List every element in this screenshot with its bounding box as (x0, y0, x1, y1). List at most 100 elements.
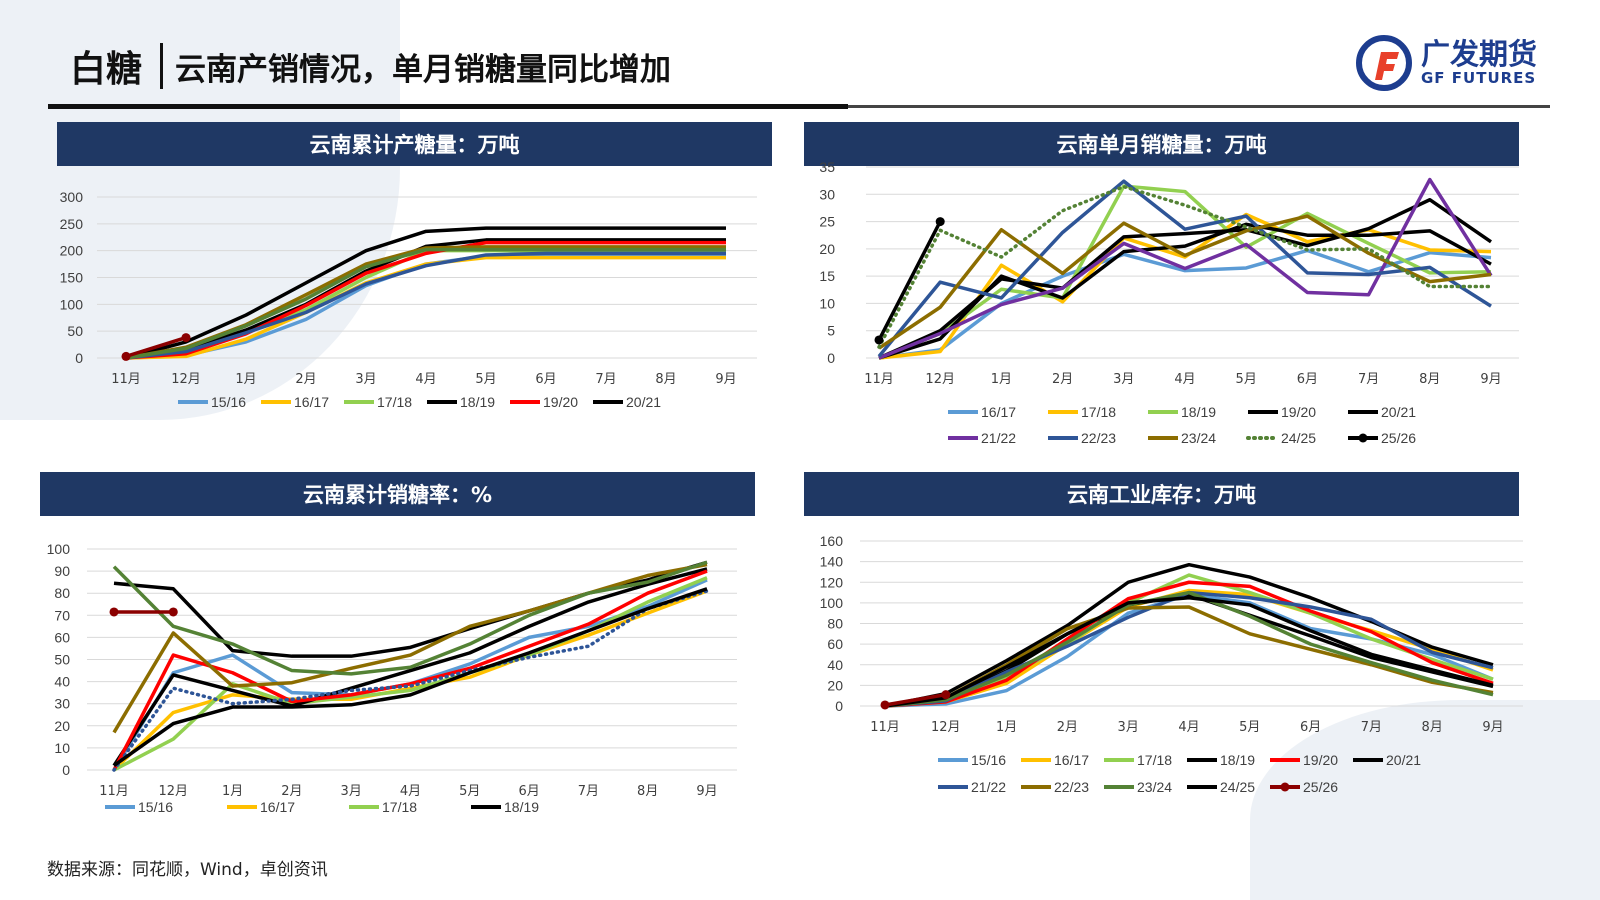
legend-label: 22/23 (1081, 430, 1116, 446)
x-tick-label: 1月 (222, 784, 243, 799)
legend-label: 16/17 (1054, 752, 1089, 768)
legend-label: 16/17 (981, 404, 1016, 420)
series-line-16-17 (878, 248, 1492, 360)
x-tick-label: 1月 (996, 720, 1017, 735)
series-line-24-25 (877, 184, 1493, 349)
y-tick-label: 80 (54, 585, 70, 601)
legend-marker (1280, 782, 1290, 792)
legend-label: 19/20 (1303, 752, 1338, 768)
series-line-16-17 (884, 588, 1494, 708)
x-tick-label: 6月 (1300, 720, 1321, 735)
data-point (941, 690, 951, 700)
data-point (121, 351, 131, 361)
legend-label: 25/26 (1303, 779, 1338, 795)
chart1-title: 云南累计产糖量：万吨 (57, 122, 772, 166)
y-tick-label: 100 (47, 541, 71, 557)
y-tick-label: 0 (835, 698, 843, 714)
x-tick-label: 5月 (475, 372, 496, 387)
y-tick-label: 70 (54, 607, 70, 623)
legend-label: 18/19 (504, 799, 539, 815)
legend-label: 17/18 (1081, 404, 1116, 420)
x-tick-label: 8月 (1419, 372, 1440, 387)
x-tick-label: 12月 (171, 372, 201, 387)
title-subtitle: 云南产销情况，单月销糖量同比增加 (175, 51, 672, 88)
x-tick-label: 8月 (655, 372, 676, 387)
header-rule-thin (848, 105, 1550, 108)
series-line-22-23 (877, 179, 1492, 358)
x-tick-label: 7月 (1361, 720, 1382, 735)
series-line-20-21 (125, 226, 726, 360)
x-tick-label: 3月 (355, 372, 376, 387)
series-line-unnamed (125, 335, 187, 359)
series-line-25-26 (884, 692, 947, 707)
x-tick-label: 3月 (341, 784, 362, 799)
legend-marker (1358, 433, 1368, 443)
legend-label: 17/18 (377, 394, 412, 410)
y-tick-label: 0 (75, 350, 83, 366)
x-tick-label: 2月 (1057, 720, 1078, 735)
legend-label: 20/21 (1381, 404, 1416, 420)
y-tick-label: 10 (819, 295, 835, 311)
gf-futures-logo: 广发期货 GF FUTURES (1355, 34, 1537, 92)
legend-label: 17/18 (1137, 752, 1172, 768)
x-tick-label: 6月 (518, 784, 539, 799)
x-tick-label: 9月 (1482, 720, 1503, 735)
legend-label: 21/22 (971, 779, 1006, 795)
x-tick-label: 6月 (535, 372, 556, 387)
series-line-19-20 (884, 580, 1494, 708)
page-title: 白糖 云南产销情况，单月销糖量同比增加 (70, 40, 671, 92)
x-tick-label: 7月 (1358, 372, 1379, 387)
legend-label: 16/17 (260, 799, 295, 815)
legend-label: 23/24 (1181, 430, 1216, 446)
series-line-unnamed (112, 562, 708, 734)
series-line-25-26 (877, 220, 942, 341)
y-tick-label: 100 (60, 296, 84, 312)
y-tick-label: 160 (820, 533, 844, 549)
series-line-17-18 (113, 576, 708, 772)
legend-label: 20/21 (1386, 752, 1421, 768)
gf-logo-icon (1356, 35, 1412, 91)
chart3-title: 云南累计销糖率：% (40, 472, 755, 516)
y-tick-label: 60 (54, 629, 70, 645)
legend-label: 18/19 (1181, 404, 1216, 420)
legend-label: 23/24 (1137, 779, 1172, 795)
x-tick-label: 9月 (696, 784, 717, 799)
y-tick-label: 0 (62, 762, 70, 778)
y-tick-label: 50 (67, 323, 83, 339)
y-tick-label: 120 (820, 574, 844, 590)
x-tick-label: 2月 (1052, 372, 1073, 387)
logo-cn: 广发期货 (1421, 37, 1538, 71)
series-line-unnamed (112, 560, 708, 676)
chart2-title: 云南单月销糖量：万吨 (804, 122, 1519, 166)
x-tick-label: 4月 (1178, 720, 1199, 735)
x-tick-label: 2月 (295, 372, 316, 387)
x-tick-label: 5月 (459, 784, 480, 799)
legend-label: 24/25 (1281, 430, 1316, 446)
x-tick-label: 5月 (1236, 372, 1257, 387)
y-tick-label: 0 (827, 350, 835, 366)
y-tick-label: 80 (827, 616, 843, 632)
x-tick-label: 1月 (235, 372, 256, 387)
header-rule (48, 104, 848, 109)
series-line-unnamed (112, 587, 708, 768)
series-line-unnamed (112, 589, 709, 772)
y-tick-label: 30 (54, 696, 70, 712)
series-line-20-21 (878, 197, 1492, 360)
y-tick-label: 140 (820, 554, 844, 570)
y-tick-label: 250 (60, 216, 84, 232)
x-tick-label: 5月 (1239, 720, 1260, 735)
title-main: 白糖 (70, 49, 143, 90)
x-tick-label: 4月 (1174, 372, 1195, 387)
x-tick-label: 11月 (870, 720, 900, 735)
x-tick-label: 12月 (925, 372, 955, 387)
y-tick-label: 20 (819, 241, 835, 257)
legend-label: 21/22 (981, 430, 1016, 446)
y-tick-label: 30 (819, 186, 835, 202)
legend-label: 22/23 (1054, 779, 1089, 795)
x-tick-label: 7月 (578, 784, 599, 799)
data-point (874, 335, 884, 345)
legend-label: 16/17 (294, 394, 329, 410)
y-tick-label: 10 (54, 740, 70, 756)
x-tick-label: 4月 (400, 784, 421, 799)
